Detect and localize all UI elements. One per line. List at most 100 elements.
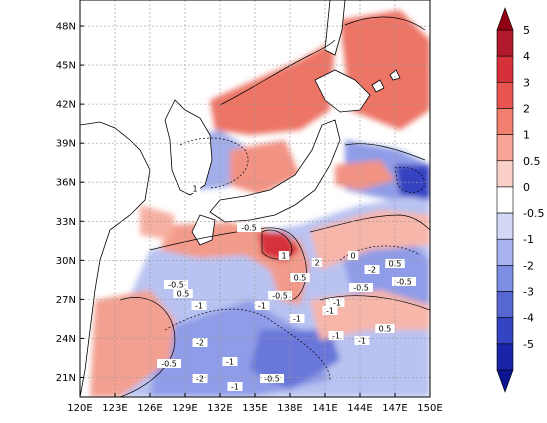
colorbar-bottom-arrow bbox=[496, 369, 514, 393]
contour-line bbox=[219, 39, 336, 106]
x-tick-label: 126E bbox=[137, 403, 162, 414]
contour-label: -0.5 bbox=[168, 281, 184, 290]
contour-label-bg bbox=[192, 338, 208, 347]
contour-label-bg bbox=[375, 324, 395, 333]
contour-label-bg bbox=[364, 265, 380, 274]
plot-area: -0.5-10.512-20-0.5-10.5-12-0.5-1-2-1-0.5… bbox=[80, 0, 430, 397]
y-tick-label: 36N bbox=[56, 178, 76, 189]
colorbar-segment bbox=[496, 343, 514, 371]
contour-label: 0.5 bbox=[177, 290, 190, 299]
x-tick-label: 147E bbox=[382, 403, 407, 414]
contour-label-bg bbox=[189, 184, 201, 193]
contour-label-bg bbox=[191, 301, 207, 310]
y-tick-label: 33N bbox=[56, 217, 76, 228]
contour-label: -1 bbox=[293, 315, 301, 324]
contour-label-bg bbox=[328, 331, 344, 340]
sea-of-japan-warm bbox=[210, 40, 335, 135]
contour-line bbox=[309, 214, 430, 233]
contour-label-bg bbox=[349, 283, 373, 292]
colorbar-segment bbox=[496, 317, 514, 345]
contour-label: -0.5 bbox=[353, 284, 369, 293]
colorbar-label: -3 bbox=[523, 286, 534, 299]
colorbar-label: 0.5 bbox=[523, 155, 541, 168]
y-tick-label: 24N bbox=[56, 334, 76, 345]
colorbar-segment bbox=[496, 160, 514, 188]
contour-label-bg bbox=[268, 291, 292, 300]
colorbar-label: -2 bbox=[523, 259, 534, 272]
contour-label: 0 bbox=[350, 252, 355, 261]
contour-label-bg bbox=[289, 314, 305, 323]
x-tick-label: 144E bbox=[347, 403, 372, 414]
colorbar-segment bbox=[496, 238, 514, 266]
contour-label-bg bbox=[311, 258, 323, 267]
contour-label: -1 bbox=[358, 337, 366, 346]
x-tick-label: 120E bbox=[67, 403, 92, 414]
land-china-coast bbox=[80, 121, 151, 397]
contour-label: -1 bbox=[231, 383, 239, 392]
contour-label: -0.5 bbox=[161, 360, 177, 369]
contour-label: -1 bbox=[332, 332, 340, 341]
contour-label-bg bbox=[260, 374, 284, 383]
contour-lines bbox=[119, 16, 430, 397]
contour-label: -0.5 bbox=[241, 224, 257, 233]
contour-label: -1 bbox=[326, 307, 334, 316]
contour-label-bg bbox=[354, 336, 370, 345]
contour-label-bg bbox=[322, 306, 338, 315]
contour-line bbox=[119, 297, 176, 397]
land bbox=[80, 0, 401, 397]
contour-label-bg bbox=[392, 277, 416, 286]
contour-line bbox=[164, 308, 331, 381]
colorbar-segment bbox=[496, 108, 514, 135]
contour-line bbox=[319, 295, 430, 311]
colorbar-segment bbox=[496, 29, 514, 57]
contour-label: 0.5 bbox=[294, 274, 307, 283]
colorbar-segment bbox=[496, 186, 514, 214]
positive-region-shelf bbox=[140, 205, 175, 240]
colorbar-label: 2 bbox=[523, 102, 530, 115]
y-tick-label: 48N bbox=[56, 22, 76, 33]
contour-line bbox=[394, 166, 426, 193]
colorbar-label: 1 bbox=[523, 129, 530, 142]
warm-core-eddy bbox=[258, 232, 300, 262]
land-sakhalin bbox=[324, 0, 346, 56]
colorbar-segment bbox=[496, 55, 514, 83]
positive-region-ecs bbox=[90, 290, 175, 397]
colorbar-label: -5 bbox=[523, 338, 534, 351]
colorbar-label: -4 bbox=[523, 312, 534, 325]
colorbar-label: 4 bbox=[523, 50, 530, 63]
contour-label: 1 bbox=[192, 185, 197, 194]
colorbar-top-arrow bbox=[496, 7, 514, 31]
contour-label: -1 bbox=[258, 302, 266, 311]
contour-label-bg bbox=[192, 374, 208, 383]
contour-label-bg bbox=[385, 259, 405, 268]
y-tick-label: 42N bbox=[56, 100, 76, 111]
colorbar: 5 4 3 2 1 0.5 0 -0.5 -1 -2 -3 -4 -5 bbox=[496, 7, 544, 393]
contour-label: -2 bbox=[368, 266, 376, 275]
land-asia bbox=[80, 0, 210, 125]
contour-label-bg bbox=[254, 301, 270, 310]
colorbar-label: 3 bbox=[523, 76, 530, 89]
x-tick-label: 129E bbox=[172, 403, 197, 414]
contour-label-bg bbox=[227, 382, 243, 391]
colorbar-segment bbox=[496, 82, 514, 109]
land-kyushu bbox=[191, 214, 216, 246]
contour-label: -2 bbox=[196, 339, 204, 348]
x-tick-label: 135E bbox=[242, 403, 267, 414]
contour-label: -0.5 bbox=[396, 278, 412, 287]
contour-label-group: -0.5-10.512-20-0.5-10.5-12-0.5-1-2-1-0.5… bbox=[157, 184, 416, 392]
contour-label-bg bbox=[157, 359, 181, 368]
contour-label: -2 bbox=[196, 375, 204, 384]
contour-line bbox=[179, 137, 249, 189]
colorbar-label: 0 bbox=[523, 181, 530, 194]
contour-label-bg bbox=[290, 273, 310, 282]
colorbar-label: -0.5 bbox=[523, 207, 544, 220]
positive-region-kuroshio-ext bbox=[310, 210, 430, 270]
colorbar-segment bbox=[496, 212, 514, 240]
contour-label-bg bbox=[173, 289, 193, 298]
y-tick-label: 45N bbox=[56, 61, 76, 72]
contour-line bbox=[149, 227, 307, 301]
y-tick-label: 21N bbox=[56, 373, 76, 384]
contour-label-bg bbox=[278, 251, 290, 260]
colorbar-label: -1 bbox=[523, 233, 534, 246]
